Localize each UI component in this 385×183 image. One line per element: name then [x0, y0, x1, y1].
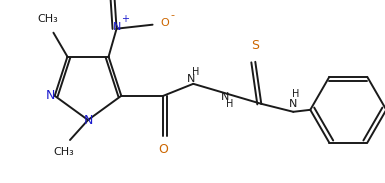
- Text: N: N: [46, 89, 55, 102]
- Text: CH₃: CH₃: [54, 147, 74, 157]
- Text: -: -: [171, 10, 174, 20]
- Text: H: H: [226, 99, 233, 109]
- Text: O: O: [160, 18, 169, 28]
- Text: CH₃: CH₃: [37, 14, 58, 24]
- Text: N: N: [221, 92, 229, 102]
- Text: +: +: [121, 14, 129, 24]
- Text: H: H: [291, 89, 299, 99]
- Text: H: H: [192, 67, 199, 77]
- Text: O: O: [158, 143, 168, 156]
- Text: S: S: [251, 39, 259, 52]
- Text: N: N: [187, 74, 196, 84]
- Text: N: N: [112, 22, 121, 32]
- Text: N: N: [83, 113, 93, 126]
- Text: N: N: [289, 99, 298, 109]
